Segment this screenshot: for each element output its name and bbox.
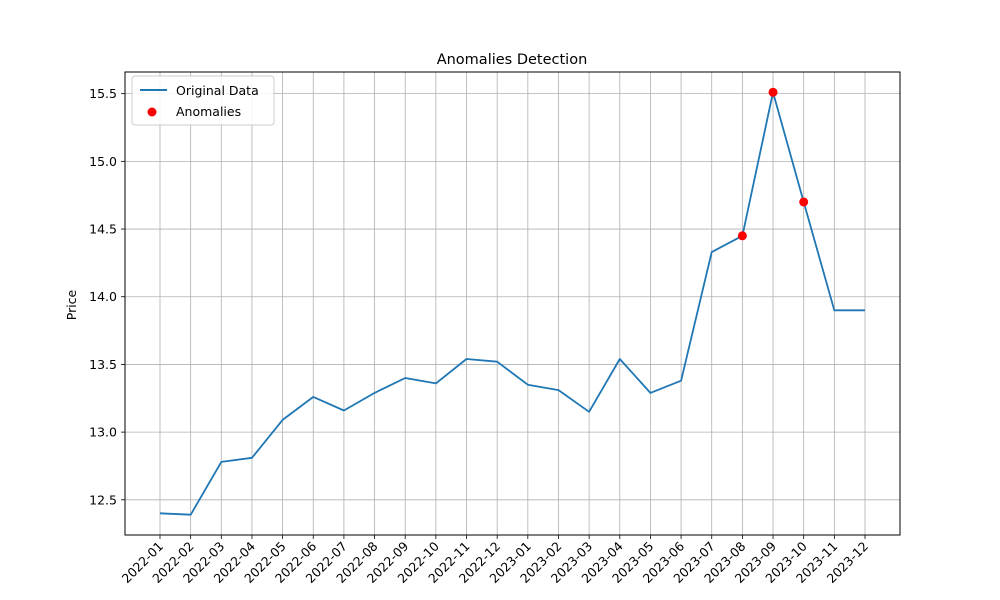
grid-lines xyxy=(125,72,900,535)
y-tick-label: 15.5 xyxy=(89,86,117,101)
anomaly-point xyxy=(799,197,809,207)
legend-label-original-data: Original Data xyxy=(176,83,259,98)
anomaly-points xyxy=(737,87,809,241)
y-ticks: 12.5 13.0 13.5 14.0 14.5 15.0 15.5 xyxy=(89,86,125,507)
x-ticks: 2022-012022-022022-032022-042022-052022-… xyxy=(119,535,871,586)
y-tick-label: 14.0 xyxy=(89,289,117,304)
legend-label-anomalies: Anomalies xyxy=(176,104,241,119)
legend: Original Data Anomalies xyxy=(131,75,275,126)
anomaly-point xyxy=(737,231,747,241)
plot-frame xyxy=(124,71,901,536)
y-tick-label: 14.5 xyxy=(89,222,117,237)
y-axis-label: Price xyxy=(64,289,79,320)
legend-box xyxy=(131,75,275,126)
y-tick-label: 12.5 xyxy=(89,492,117,507)
legend-anomaly-marker xyxy=(147,107,157,117)
series-line-original-data xyxy=(159,91,865,516)
y-tick-label: 13.0 xyxy=(89,425,117,440)
y-tick-label: 15.0 xyxy=(89,154,117,169)
y-tick-label: 13.5 xyxy=(89,357,117,372)
series-lines xyxy=(159,91,865,516)
chart-title: Anomalies Detection xyxy=(437,52,588,68)
anomaly-point xyxy=(768,87,778,97)
